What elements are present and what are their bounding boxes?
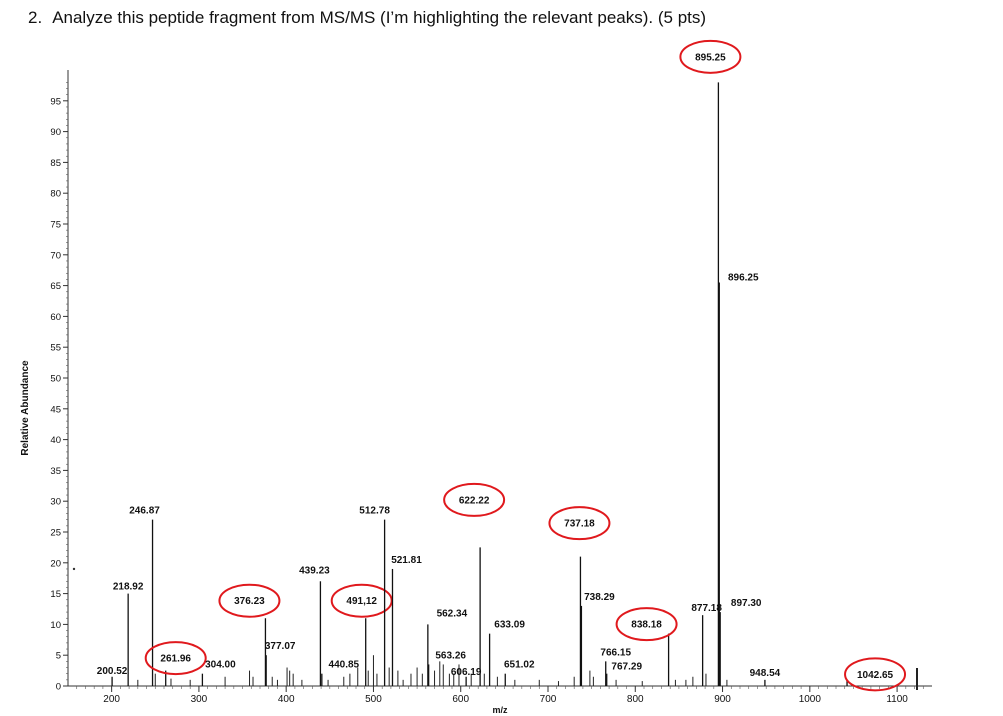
y-tick-label: 85 [50, 158, 61, 169]
x-tick-label: 1100 [886, 694, 908, 705]
peak-label: 838.18 [631, 620, 662, 631]
peak-label: 439.23 [299, 565, 330, 576]
peak-label: 562.34 [437, 608, 468, 619]
y-tick-label: 80 [50, 189, 61, 200]
highlight-circle [144, 641, 207, 676]
y-axis-title: Relative Abundance [20, 360, 31, 456]
highlight-circle [443, 482, 506, 517]
stray-dot [72, 567, 76, 571]
y-tick-label: 15 [50, 589, 61, 600]
x-tick-label: 700 [540, 694, 557, 705]
question-prompt: Analyze this peptide fragment from MS/MS… [52, 8, 707, 27]
peak-label: 633.09 [494, 620, 525, 631]
peak-label: 521.81 [391, 555, 422, 566]
y-tick-label: 65 [50, 281, 61, 292]
x-tick-label: 900 [714, 694, 731, 705]
y-tick-label: 10 [50, 620, 61, 631]
x-tick-label: 200 [103, 694, 120, 705]
y-tick-label: 20 [50, 558, 61, 569]
peak-label: 377.07 [265, 641, 296, 652]
peak-label: 512.78 [359, 506, 390, 517]
y-tick-label: 95 [50, 96, 61, 107]
peak-label: 376.23 [234, 596, 265, 607]
peak-label: 896.25 [728, 273, 759, 284]
peak-label: 651.02 [504, 660, 535, 671]
peak-label: 897.30 [731, 598, 762, 609]
y-tick-label: 30 [50, 497, 61, 508]
peak-label: 261.96 [160, 654, 191, 665]
y-tick-label: 70 [50, 250, 61, 261]
peak-label: 200.52 [97, 666, 128, 677]
y-tick-label: 5 [56, 651, 61, 662]
y-tick-label: 35 [50, 466, 61, 477]
peak-label: 563.26 [435, 650, 466, 661]
peak-label: 1042.65 [857, 670, 894, 681]
peak-label: 246.87 [129, 506, 160, 517]
x-tick-label: 400 [278, 694, 295, 705]
highlight-circle [330, 583, 393, 618]
peak-label: 491,12 [346, 596, 377, 607]
x-tick-label: 600 [452, 694, 469, 705]
text-cursor-bar [916, 668, 918, 690]
peak-label: 738.29 [584, 592, 615, 603]
peak-label: 440.85 [329, 660, 360, 671]
x-tick-label: 300 [191, 694, 208, 705]
x-axis-title: m/z [492, 705, 508, 715]
highlight-circle [679, 39, 742, 74]
peak-label: 622.22 [459, 495, 490, 506]
peak-label: 606.19 [451, 667, 482, 678]
y-tick-label: 40 [50, 435, 61, 446]
highlight-circle [844, 657, 907, 692]
highlight-circle [615, 607, 678, 642]
highlight-circle [218, 583, 281, 618]
y-tick-label: 75 [50, 220, 61, 231]
y-tick-label: 25 [50, 528, 61, 539]
peak-label: 218.92 [113, 582, 144, 593]
peak-label: 895.25 [695, 52, 726, 63]
x-tick-label: 1000 [799, 694, 822, 705]
x-tick-label: 800 [627, 694, 644, 705]
peak-label: 767.29 [611, 662, 642, 673]
y-tick-label: 90 [50, 127, 61, 138]
peak-label: 766.15 [600, 647, 631, 658]
question-number: 2. [28, 8, 43, 27]
peak-label: 737.18 [564, 519, 595, 530]
y-tick-label: 0 [56, 682, 61, 693]
y-tick-label: 45 [50, 404, 61, 415]
peak-label: 304.00 [205, 660, 236, 671]
y-tick-label: 60 [50, 312, 61, 323]
y-tick-label: 50 [50, 374, 61, 385]
y-tick-label: 55 [50, 343, 61, 354]
peak-label: 877.18 [691, 603, 722, 614]
question-text: 2. Analyze this peptide fragment from MS/… [28, 8, 706, 28]
x-tick-label: 500 [365, 694, 382, 705]
peak-label: 948.54 [750, 668, 781, 679]
highlight-circle [548, 506, 611, 541]
